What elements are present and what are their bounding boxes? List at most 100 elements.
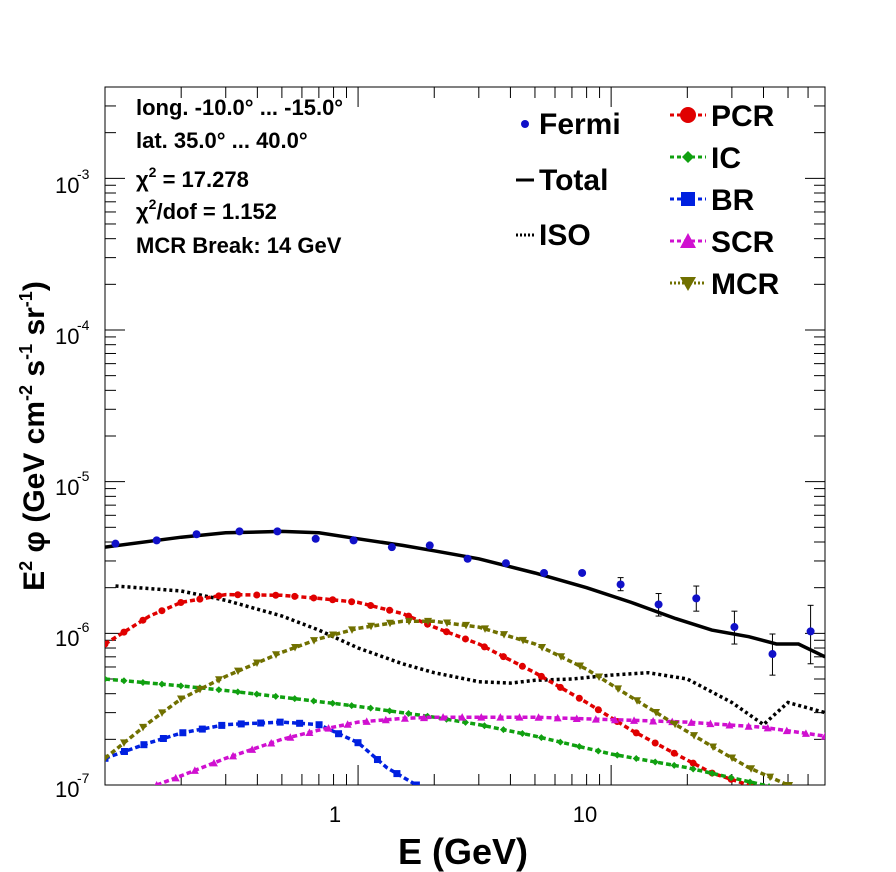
scr-marker	[286, 733, 295, 741]
pcr-marker	[348, 598, 356, 606]
ic-marker	[746, 778, 754, 785]
fermi-point	[463, 554, 472, 563]
mcr-marker	[576, 662, 585, 671]
scr-marker	[343, 720, 352, 728]
ic-marker	[499, 726, 507, 734]
legend-marker-pcr	[680, 107, 696, 123]
scr-marker	[801, 729, 810, 737]
br-marker	[257, 719, 265, 727]
scr-marker	[591, 715, 600, 723]
mcr-marker	[405, 617, 414, 626]
fermi-point	[692, 594, 701, 603]
br-marker	[393, 770, 401, 778]
fermi-point	[192, 530, 201, 539]
mcr-marker	[500, 631, 509, 639]
legend-entry-fermi: Fermi	[521, 108, 621, 141]
mcr-marker	[785, 782, 794, 785]
fermi-point	[425, 541, 434, 550]
x-axis-title: E (GeV)	[398, 831, 528, 872]
ic-marker	[253, 690, 261, 698]
br-marker	[198, 725, 206, 733]
ic-marker	[234, 688, 242, 696]
ic-marker	[158, 680, 166, 688]
annotation-longitude: long. -10.0° ... -15.0°	[136, 95, 343, 120]
svg-text:-6: -6	[77, 619, 90, 635]
annotation-latitude: lat. 35.0° ... 40.0°	[136, 128, 308, 153]
svg-text:-4: -4	[77, 317, 90, 333]
mcr-marker	[709, 743, 718, 751]
ic-marker	[556, 738, 564, 746]
ic-marker	[348, 702, 356, 710]
ic-marker	[105, 675, 109, 683]
mcr-marker	[766, 773, 775, 782]
mcr-marker	[272, 651, 281, 659]
br-curve	[105, 720, 418, 785]
mcr-marker	[424, 617, 433, 626]
ic-marker	[215, 686, 223, 694]
fermi-point	[654, 600, 663, 609]
fermi-point	[616, 580, 625, 589]
pcr-marker	[651, 739, 659, 747]
mcr-marker	[481, 625, 490, 633]
pcr-curve	[105, 592, 754, 785]
mcr-marker	[652, 708, 661, 717]
scr-marker	[553, 713, 562, 722]
mcr-marker	[329, 631, 338, 640]
mcr-marker	[310, 637, 319, 645]
br-marker	[159, 734, 167, 742]
pcr-marker	[670, 749, 678, 757]
fermi-point	[152, 536, 161, 545]
mcr-marker	[105, 754, 109, 763]
y-tick-label-1e-3: 10 -3	[55, 166, 90, 198]
pcr-marker	[556, 683, 564, 691]
fermi-point	[730, 623, 739, 632]
scr-marker	[477, 713, 486, 721]
pcr-marker	[253, 591, 261, 599]
annotation-block: long. -10.0° ... -15.0° lat. 35.0° ... 4…	[136, 95, 343, 258]
pcr-marker	[785, 796, 792, 803]
ic-marker	[575, 743, 583, 751]
x-tick-label-1: 1	[329, 802, 341, 827]
legend: Fermi Total ISO PCR IC BR SCR	[516, 100, 780, 301]
fermi-point	[501, 559, 510, 568]
legend-marker-fermi	[521, 120, 529, 128]
fermi-point	[235, 527, 244, 536]
mcr-marker	[177, 695, 186, 703]
svg-text:10: 10	[55, 475, 79, 500]
scr-marker	[610, 715, 619, 724]
scr-marker	[572, 714, 581, 722]
scr-marker	[458, 713, 467, 721]
fermi-points-layer	[111, 527, 815, 676]
svg-text:-3: -3	[77, 166, 90, 182]
pcr-marker	[120, 628, 128, 636]
legend-label-ic: IC	[711, 142, 741, 175]
ic-marker	[310, 697, 318, 705]
scr-marker	[381, 715, 390, 724]
mcr-marker	[614, 685, 623, 693]
mcr-marker	[196, 685, 205, 694]
br-marker	[296, 719, 304, 727]
pcr-marker	[158, 607, 166, 615]
legend-label-mcr: MCR	[711, 268, 780, 301]
mcr-marker	[538, 643, 547, 652]
y-tick-label-1e-7: 10 -7	[55, 770, 90, 802]
legend-entry-pcr: PCR	[670, 100, 775, 133]
legend-label-br: BR	[711, 184, 755, 217]
br-marker	[120, 747, 128, 755]
pcr-marker	[105, 640, 109, 648]
br-marker	[140, 741, 148, 749]
series-layer	[105, 529, 825, 803]
ic-marker	[480, 722, 488, 730]
x-tick-label-10: 10	[573, 802, 597, 827]
mcr-marker	[386, 619, 395, 628]
mcr-marker	[633, 697, 642, 705]
scr-marker	[229, 751, 238, 760]
legend-label-scr: SCR	[711, 226, 775, 259]
mcr-marker	[690, 732, 699, 740]
legend-entry-mcr: MCR	[670, 268, 780, 301]
fermi-point	[540, 568, 549, 577]
scr-marker	[706, 719, 715, 728]
scr-marker	[171, 773, 180, 782]
ic-marker	[272, 692, 280, 700]
ic-marker	[518, 730, 526, 738]
